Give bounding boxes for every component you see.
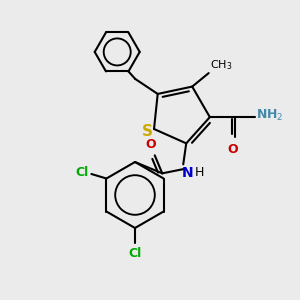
Text: S: S (142, 124, 153, 140)
Text: H: H (195, 166, 204, 179)
Text: O: O (228, 142, 238, 156)
Text: O: O (145, 138, 155, 151)
Text: CH$_3$: CH$_3$ (210, 58, 233, 72)
Text: NH$_2$: NH$_2$ (256, 108, 284, 123)
Text: N: N (182, 166, 194, 180)
Text: Cl: Cl (75, 166, 88, 179)
Text: Cl: Cl (128, 247, 142, 260)
